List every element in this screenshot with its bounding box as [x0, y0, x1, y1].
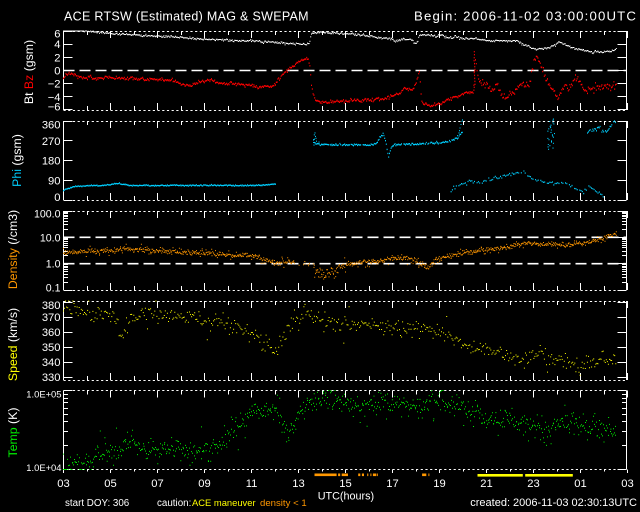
svg-text:13: 13 [292, 478, 304, 490]
svg-text:0: 0 [54, 66, 60, 78]
svg-text:created: 2006-11-03 02:30:13UT: created: 2006-11-03 02:30:13UTC [470, 497, 637, 509]
svg-text:caution:: caution: [157, 498, 191, 509]
svg-text:ACE maneuver: ACE maneuver [192, 497, 256, 508]
svg-text:180: 180 [42, 156, 61, 168]
svg-text:23: 23 [527, 478, 539, 490]
svg-text:17: 17 [386, 478, 398, 490]
svg-text:1.0: 1.0 [46, 259, 61, 271]
svg-text:340: 340 [42, 357, 61, 369]
svg-text:05: 05 [104, 478, 116, 490]
svg-text:0.1: 0.1 [46, 283, 61, 295]
svg-text:11: 11 [246, 478, 258, 490]
svg-text:Speed (km/s): Speed (km/s) [6, 308, 20, 381]
svg-text:2: 2 [54, 52, 60, 64]
svg-text:270: 270 [42, 136, 61, 148]
svg-text:1.0E+04: 1.0E+04 [26, 462, 61, 473]
svg-text:380: 380 [42, 300, 61, 312]
svg-text:−4: −4 [48, 92, 61, 104]
svg-text:100.0: 100.0 [34, 209, 61, 221]
svg-text:03: 03 [621, 478, 633, 490]
svg-text:Bt Bz (gsm): Bt Bz (gsm) [22, 40, 36, 104]
svg-text:4: 4 [54, 39, 60, 51]
svg-text:15: 15 [339, 478, 351, 490]
svg-text:07: 07 [151, 478, 163, 490]
svg-text:330: 330 [42, 372, 61, 384]
svg-text:10.0: 10.0 [40, 232, 61, 244]
svg-text:start DOY: 306: start DOY: 306 [65, 498, 130, 509]
svg-text:09: 09 [198, 478, 210, 490]
svg-text:Begin: 2006-11-02 03:00:00UTC: Begin: 2006-11-02 03:00:00UTC [414, 9, 637, 24]
svg-text:UTC(hours): UTC(hours) [318, 491, 374, 503]
svg-text:360: 360 [42, 120, 61, 132]
svg-text:03: 03 [57, 478, 69, 490]
svg-text:density < 1: density < 1 [260, 498, 307, 509]
svg-text:350: 350 [42, 342, 61, 354]
svg-text:90: 90 [48, 175, 60, 187]
svg-text:−2: −2 [48, 79, 61, 91]
svg-text:Phi (gsm): Phi (gsm) [10, 134, 24, 187]
svg-text:360: 360 [42, 327, 61, 339]
svg-text:ACE RTSW (Estimated) MAG & SWE: ACE RTSW (Estimated) MAG & SWEPAM [64, 10, 309, 24]
svg-text:01: 01 [574, 478, 586, 490]
svg-text:−6: −6 [48, 102, 61, 114]
svg-text:370: 370 [42, 312, 61, 324]
svg-text:0: 0 [54, 192, 60, 204]
svg-text:1.0E+05: 1.0E+05 [26, 388, 61, 399]
svg-text:19: 19 [433, 478, 445, 490]
svg-text:6: 6 [54, 28, 60, 40]
svg-text:21: 21 [480, 478, 492, 490]
svg-text:Density (/cm3): Density (/cm3) [6, 210, 20, 289]
svg-text:Temp (K): Temp (K) [6, 408, 20, 458]
